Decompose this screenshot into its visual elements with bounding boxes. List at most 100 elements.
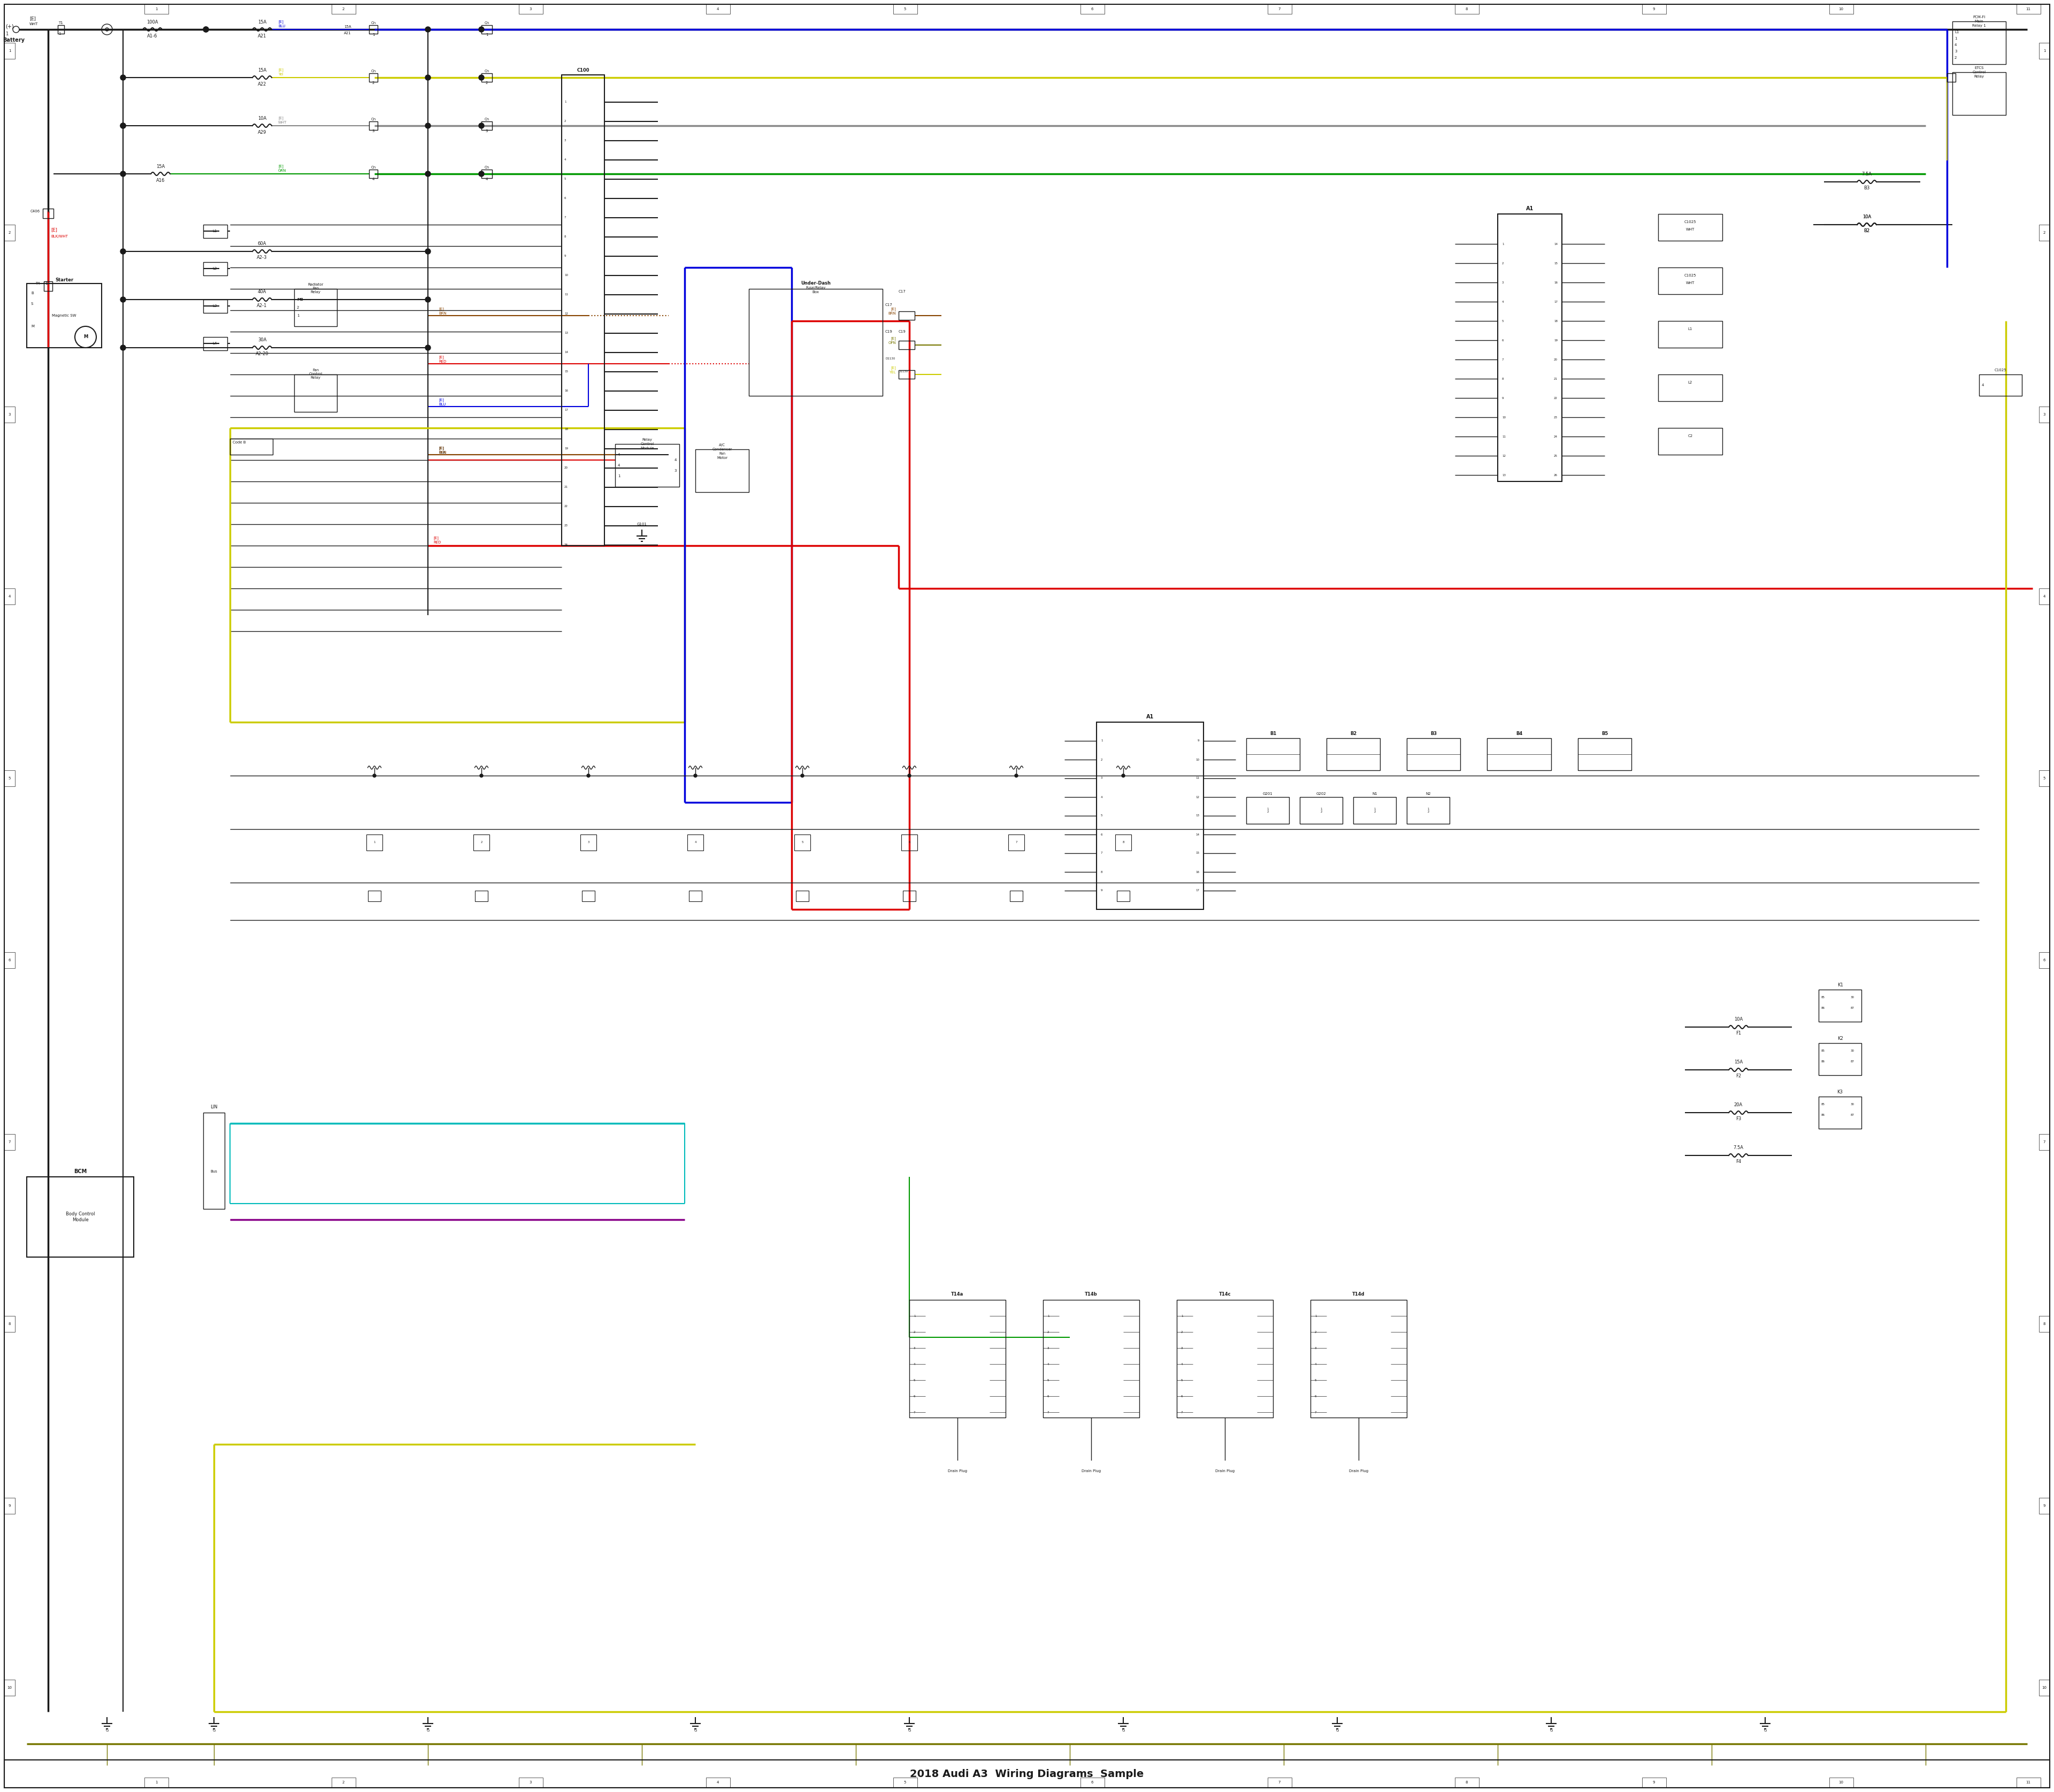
Bar: [696, 450, 750, 493]
Bar: [474, 891, 489, 901]
Text: C1025: C1025: [1994, 369, 2007, 371]
Circle shape: [121, 172, 125, 177]
Text: K2: K2: [1836, 1036, 1842, 1041]
Text: C2: C2: [1688, 434, 1692, 437]
Bar: [331, 4, 355, 14]
Text: 11: 11: [1195, 778, 1200, 780]
Text: 4: 4: [1982, 383, 1984, 387]
Text: 86: 86: [1822, 1115, 1826, 1116]
Text: Fan: Fan: [312, 287, 318, 290]
Text: Cn: Cn: [372, 118, 376, 120]
Bar: [707, 4, 729, 14]
Bar: [1407, 797, 1450, 824]
Text: BCM: BCM: [74, 1168, 86, 1174]
Bar: [331, 1778, 355, 1787]
Bar: [144, 4, 168, 14]
Text: Motor: Motor: [717, 457, 727, 459]
Text: Relay: Relay: [310, 376, 320, 380]
Text: 16: 16: [1555, 281, 1557, 283]
Circle shape: [479, 124, 485, 129]
Text: 12: 12: [1501, 455, 1506, 457]
Text: B1: B1: [1269, 731, 1276, 737]
Text: 3: 3: [1955, 50, 1957, 54]
Bar: [370, 73, 378, 82]
Bar: [614, 444, 680, 487]
Circle shape: [203, 27, 210, 32]
Text: Drain Plug: Drain Plug: [1082, 1469, 1101, 1473]
Circle shape: [12, 27, 18, 32]
Bar: [2040, 952, 2050, 968]
Text: A2-1: A2-1: [257, 303, 267, 308]
Text: G: G: [212, 1729, 216, 1733]
Text: B2: B2: [1349, 731, 1356, 737]
Text: 15: 15: [565, 371, 569, 373]
Bar: [294, 289, 337, 326]
Text: 86: 86: [1822, 1061, 1826, 1063]
Bar: [203, 262, 228, 276]
Bar: [1497, 213, 1561, 482]
Text: 14: 14: [1195, 833, 1200, 835]
Bar: [1658, 321, 1723, 348]
Bar: [1980, 375, 2021, 396]
Bar: [1658, 375, 1723, 401]
Text: BLK/WHT: BLK/WHT: [51, 235, 68, 238]
Text: 17: 17: [1555, 301, 1557, 303]
Bar: [27, 1177, 134, 1256]
Text: L1: L1: [214, 229, 218, 233]
Text: 22: 22: [1555, 396, 1557, 400]
Bar: [2040, 407, 2050, 423]
Bar: [795, 835, 811, 851]
Text: 4: 4: [372, 177, 374, 181]
Text: 60A: 60A: [257, 242, 267, 246]
Bar: [294, 375, 337, 412]
Text: 11: 11: [565, 294, 569, 296]
Text: Drain Plug: Drain Plug: [1349, 1469, 1368, 1473]
Text: Cn: Cn: [485, 22, 489, 25]
Text: L1: L1: [1688, 328, 1692, 330]
Bar: [1011, 891, 1023, 901]
Bar: [1487, 738, 1551, 771]
Text: 5: 5: [904, 1781, 906, 1785]
Bar: [1454, 1778, 1479, 1787]
Text: 11: 11: [2025, 7, 2031, 11]
Text: 10A: 10A: [1734, 1018, 1742, 1021]
Bar: [2040, 43, 2050, 59]
Text: 87: 87: [1851, 1115, 1855, 1116]
Text: Relay: Relay: [1974, 75, 1984, 79]
Text: L1: L1: [1955, 30, 1960, 34]
Bar: [520, 4, 542, 14]
Circle shape: [1015, 774, 1019, 778]
Text: 85: 85: [1822, 1050, 1826, 1052]
Text: 19: 19: [1555, 339, 1557, 342]
Text: ETCS: ETCS: [1974, 66, 1984, 70]
Text: 3: 3: [530, 1781, 532, 1785]
Text: 19: 19: [565, 448, 569, 450]
Text: 22: 22: [565, 505, 569, 507]
Text: 30: 30: [1851, 1050, 1855, 1052]
Bar: [1300, 797, 1343, 824]
Bar: [230, 439, 273, 455]
Bar: [43, 281, 53, 290]
Bar: [1953, 22, 2007, 65]
Text: C100: C100: [577, 68, 589, 73]
Circle shape: [121, 297, 125, 303]
Text: 87: 87: [1851, 1007, 1855, 1009]
Text: C1025: C1025: [1684, 220, 1697, 224]
Bar: [1267, 1778, 1292, 1787]
Text: 16: 16: [565, 389, 569, 392]
Bar: [581, 835, 596, 851]
Text: 6: 6: [8, 959, 10, 962]
Text: Relay 1: Relay 1: [1972, 23, 1986, 27]
Text: 10A: 10A: [1863, 215, 1871, 220]
Text: 1: 1: [1955, 38, 1957, 39]
Text: Yel: Yel: [277, 73, 283, 75]
Text: 4: 4: [618, 464, 620, 468]
Bar: [2040, 771, 2050, 787]
Bar: [1115, 835, 1132, 851]
Bar: [203, 337, 228, 351]
Text: 6: 6: [1091, 1781, 1093, 1785]
Bar: [1953, 72, 2007, 115]
Text: Cn: Cn: [485, 167, 489, 168]
Bar: [1947, 73, 1955, 82]
Text: 20: 20: [1555, 358, 1557, 360]
